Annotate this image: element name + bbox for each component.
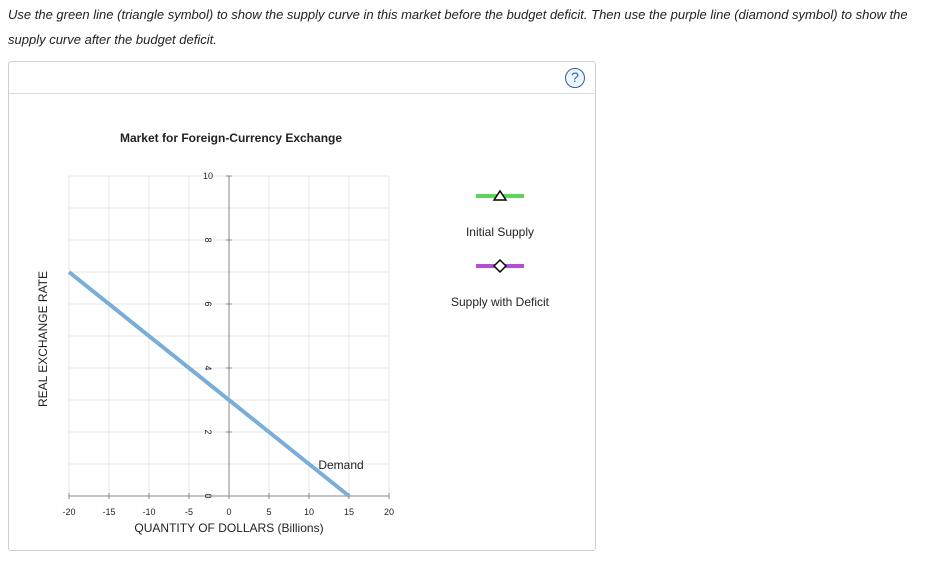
y-tick-label: 6 — [203, 301, 213, 306]
y-tick-label: 4 — [203, 365, 213, 370]
x-tick-label: 20 — [384, 507, 394, 517]
x-tick-label: 15 — [344, 507, 354, 517]
chart-series[interactable]: Demand — [67, 270, 364, 498]
drawing-palette: Initial Supply Supply with Deficit — [451, 189, 550, 309]
x-tick-label: -5 — [185, 507, 193, 517]
supply-with-deficit-label: Supply with Deficit — [451, 295, 550, 309]
y-axis-label: REAL EXCHANGE RATE — [36, 271, 50, 407]
chart-axes: -20 -15 -10 -5 0 5 10 15 20 0 2 4 6 8 10 — [62, 171, 394, 517]
chart-title: Market for Foreign-Currency Exchange — [120, 131, 342, 145]
triangle-icon[interactable] — [492, 189, 508, 201]
x-tick-label: -20 — [62, 507, 75, 517]
demand-label: Demand — [318, 458, 363, 472]
x-tick-label: 10 — [304, 507, 314, 517]
help-icon[interactable]: ? — [565, 68, 585, 88]
graph-panel: ? — [8, 61, 596, 551]
x-axis-label: QUANTITY OF DOLLARS (Billions) — [134, 521, 323, 535]
panel-header: ? — [9, 62, 595, 94]
y-tick-label: 2 — [203, 429, 213, 434]
y-tick-label: 0 — [203, 493, 213, 498]
x-tick-label: 5 — [266, 507, 271, 517]
y-tick-label: 10 — [203, 171, 213, 181]
initial-supply-label: Initial Supply — [466, 225, 534, 239]
demand-curve[interactable] — [67, 270, 351, 498]
y-tick-label: 8 — [203, 237, 213, 242]
instructions-text: Use the green line (triangle symbol) to … — [8, 7, 908, 47]
x-tick-label: -15 — [102, 507, 115, 517]
diamond-icon[interactable] — [492, 258, 508, 274]
x-tick-label: 0 — [226, 507, 231, 517]
x-tick-label: -10 — [142, 507, 155, 517]
